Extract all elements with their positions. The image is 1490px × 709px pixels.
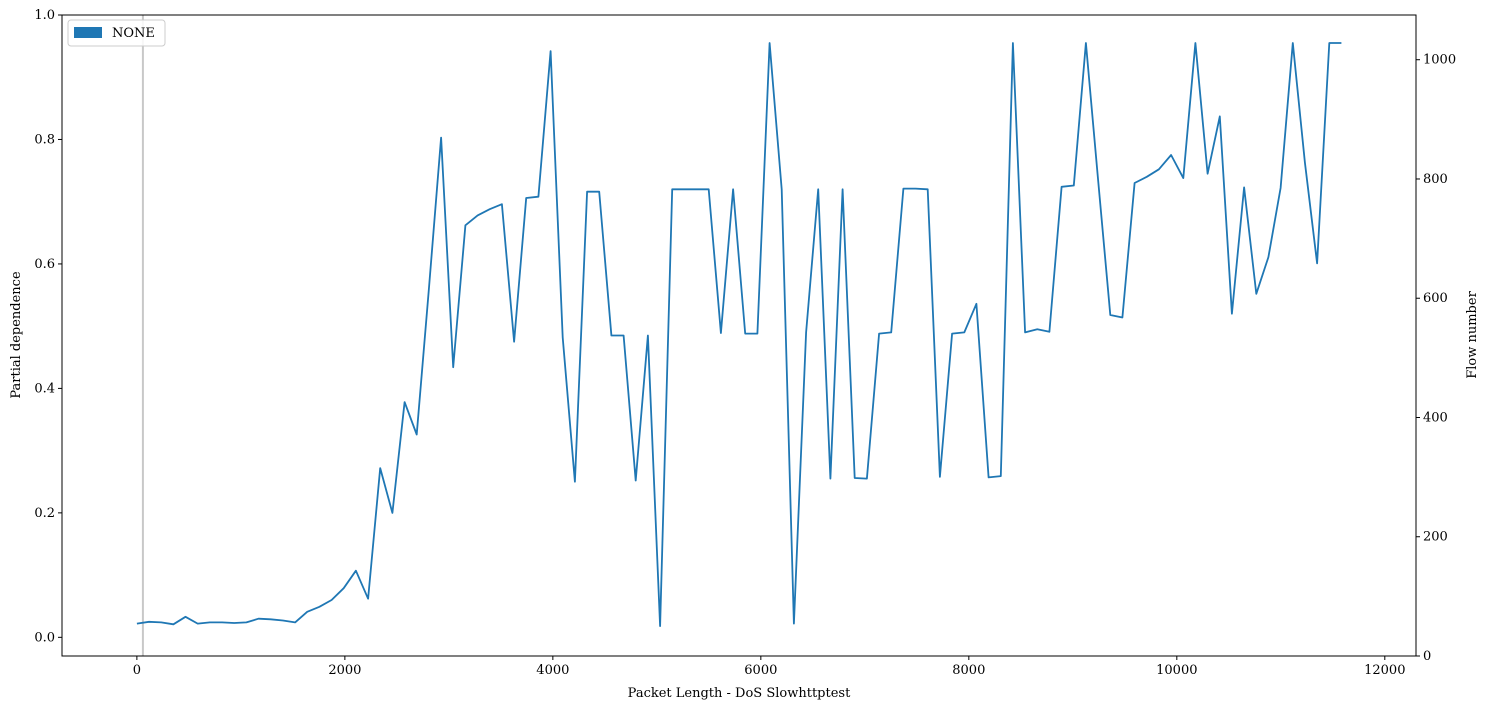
y-tick-label: 0.2 xyxy=(34,506,55,521)
x-axis-label: Packet Length - DoS Slowhttptest xyxy=(628,686,851,701)
y-axis-right: 0 200 400 600 800 1000 xyxy=(1416,53,1456,664)
y-tick-label: 0.4 xyxy=(34,381,55,396)
legend-label: NONE xyxy=(112,26,155,41)
x-tick-label: 2000 xyxy=(328,663,361,678)
y2-tick-label: 0 xyxy=(1423,649,1431,664)
series-layer xyxy=(136,42,1342,627)
y-axis-label: Partial dependence xyxy=(9,271,24,399)
y-tick-label: 0.8 xyxy=(34,132,55,147)
x-tick-label: 10000 xyxy=(1156,663,1197,678)
x-tick-label: 6000 xyxy=(744,663,777,678)
x-axis: 0 2000 4000 6000 8000 10000 12000 xyxy=(133,656,1405,678)
y-tick-label: 0.0 xyxy=(34,630,55,645)
legend: NONE xyxy=(67,19,166,47)
x-tick-label: 4000 xyxy=(536,663,569,678)
y-tick-label: 0.6 xyxy=(34,257,55,272)
y-tick-label: 1.0 xyxy=(34,8,55,23)
x-tick-label: 0 xyxy=(133,663,141,678)
x-tick-label: 8000 xyxy=(952,663,985,678)
x-tick-label: 12000 xyxy=(1364,663,1405,678)
y2-tick-label: 600 xyxy=(1423,291,1448,306)
y2-tick-label: 1000 xyxy=(1423,53,1456,68)
series-line xyxy=(136,42,1342,627)
plot-background xyxy=(62,15,1416,656)
y2-tick-label: 400 xyxy=(1423,410,1448,425)
y2-tick-label: 800 xyxy=(1423,172,1448,187)
y2-tick-label: 200 xyxy=(1423,530,1448,545)
legend-box xyxy=(67,19,166,47)
y2-axis-label: Flow number xyxy=(1465,290,1480,378)
plot-frame xyxy=(61,14,1417,657)
y-axis-left: 0.0 0.2 0.4 0.6 0.8 1.0 xyxy=(34,8,62,645)
legend-swatch xyxy=(74,27,102,38)
